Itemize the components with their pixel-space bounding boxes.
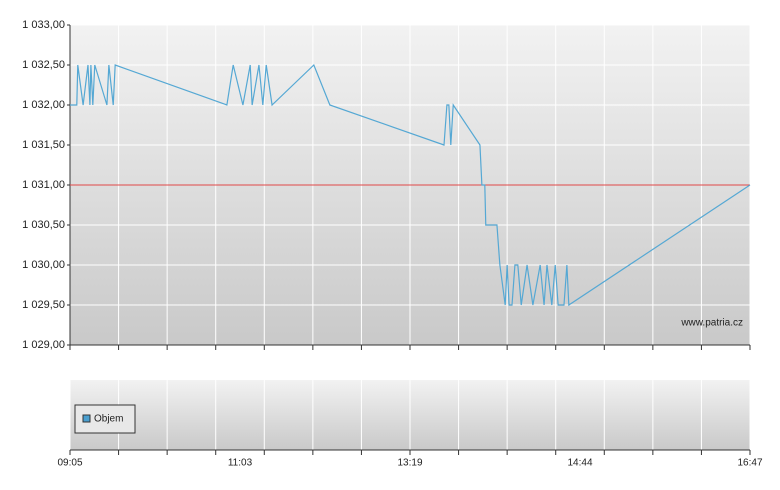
y-tick-label: 1 029,50 <box>22 299 65 311</box>
x-tick-label: 14:44 <box>567 458 592 469</box>
legend-swatch <box>82 414 91 423</box>
x-tick-label: 13:19 <box>397 458 422 469</box>
y-tick-label: 1 031,50 <box>22 139 65 151</box>
y-tick-label: 1 032,00 <box>22 99 65 111</box>
y-tick-label: 1 029,00 <box>22 339 65 351</box>
y-tick-label: 1 030,50 <box>22 219 65 231</box>
y-tick-label: 1 031,00 <box>22 179 65 191</box>
y-tick-label: 1 030,00 <box>22 259 65 271</box>
x-tick-label: 16:47 <box>737 458 762 469</box>
x-tick-label: 09:05 <box>57 458 82 469</box>
price-line <box>70 63 751 307</box>
legend-label: Objem <box>94 414 123 425</box>
y-tick-label: 1 032,50 <box>22 59 65 71</box>
y-tick-label: 1 033,00 <box>22 19 65 31</box>
watermark: www.patria.cz <box>680 318 743 329</box>
x-tick-label: 11:03 <box>228 458 253 469</box>
